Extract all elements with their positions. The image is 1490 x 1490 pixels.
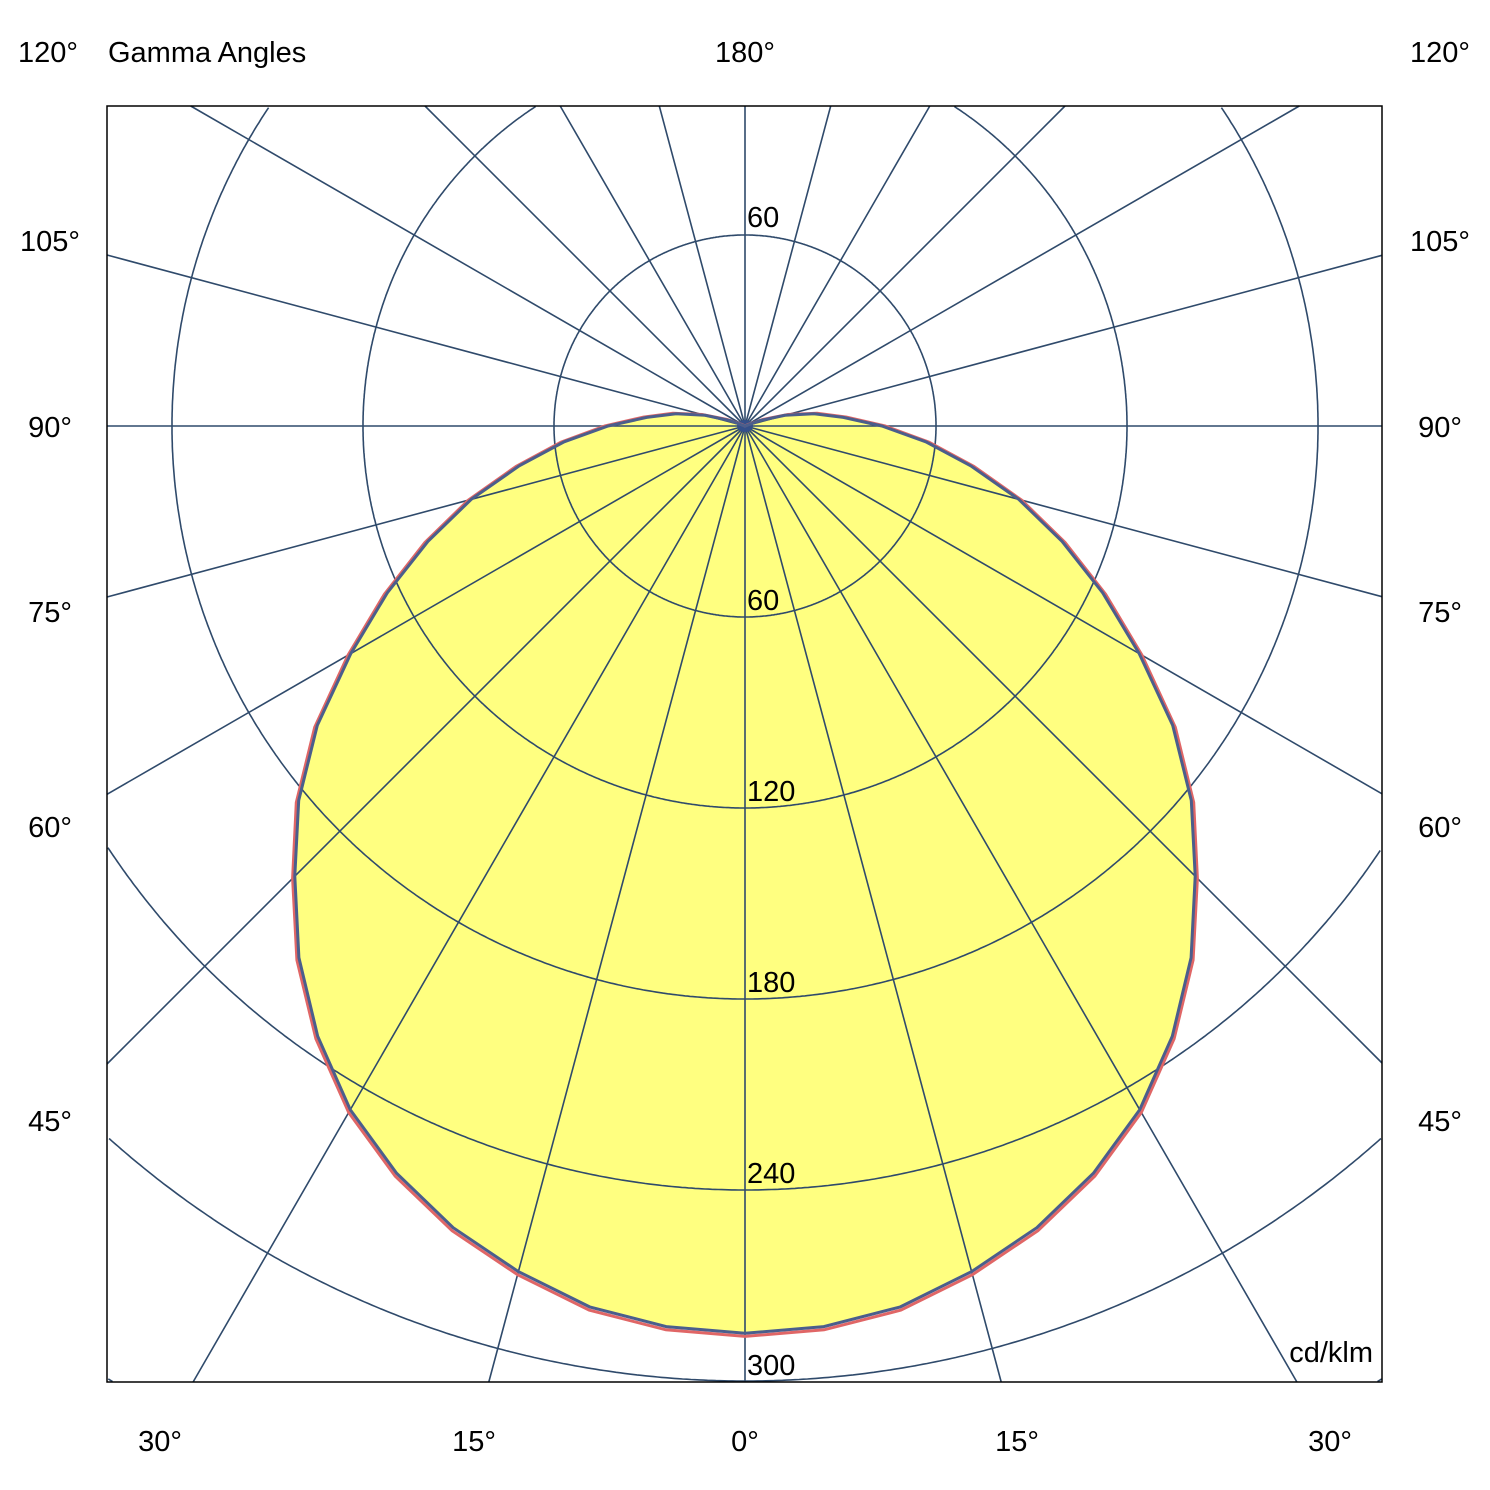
- plot-frame: [106, 105, 1383, 1383]
- gamma-grid-line: [658, 105, 746, 427]
- gamma-grid-line: [744, 425, 1298, 1383]
- gamma-grid-line: [744, 105, 931, 427]
- chart-title: Gamma Angles: [108, 37, 306, 69]
- angle-label-bottom: 15°: [995, 1426, 1039, 1458]
- angle-label-right: 45°: [1418, 1106, 1462, 1138]
- radial-grid-circle: [745, 107, 1319, 1000]
- angle-label-left: 105°: [20, 226, 80, 258]
- radial-tick-label: 120: [747, 776, 795, 808]
- gamma-grid-line: [744, 425, 1383, 795]
- radial-grid-circle: [171, 107, 745, 1000]
- gamma-grid-line: [744, 425, 1002, 1383]
- angle-label-bottom: 15°: [452, 1426, 496, 1458]
- gamma-grid-line: [744, 425, 1383, 1064]
- gamma-grid-line: [106, 254, 746, 427]
- angle-label-left: 75°: [28, 597, 72, 629]
- radial-tick-label: 60: [747, 202, 779, 234]
- angle-label-right: 60°: [1418, 812, 1462, 844]
- gamma-grid-line: [190, 105, 746, 427]
- gamma-grid-line: [559, 105, 746, 427]
- radial-tick-label: 240: [747, 1158, 795, 1190]
- unit-label: cd/klm: [1289, 1337, 1373, 1369]
- gamma-grid-line: [744, 425, 1383, 598]
- angle-label-bottom: 0°: [731, 1426, 759, 1458]
- gamma-grid-line: [106, 425, 746, 598]
- gamma-grid-line: [106, 425, 746, 1065]
- radial-tick-label: 300: [747, 1350, 795, 1382]
- gamma-grid-line: [192, 425, 746, 1383]
- radial-grid-circle: [107, 847, 745, 1191]
- radial-grid-circle: [108, 1137, 745, 1382]
- radial-grid-circle: [745, 1137, 1382, 1382]
- gamma-grid-line: [488, 425, 746, 1383]
- angle-label-top: 180°: [715, 37, 775, 69]
- angle-label-left: 120°: [18, 37, 78, 69]
- gamma-grid-line: [744, 105, 832, 427]
- gamma-grid-line: [744, 105, 1300, 427]
- angle-label-bottom: 30°: [138, 1426, 182, 1458]
- gamma-grid-line: [424, 105, 746, 427]
- angle-label-right: 90°: [1418, 412, 1462, 444]
- angle-label-right: 75°: [1418, 597, 1462, 629]
- angle-label-left: 90°: [28, 412, 72, 444]
- gamma-grid-line: [106, 425, 746, 795]
- radial-grid-circle: [745, 105, 1128, 809]
- intensity-curve-series-2: [293, 412, 1197, 1335]
- angle-label-bottom: 30°: [1308, 1426, 1352, 1458]
- angle-label-right: 105°: [1410, 226, 1470, 258]
- gamma-grid-line: [744, 254, 1383, 427]
- radial-grid-circle: [745, 850, 1381, 1191]
- gamma-grid-line: [744, 105, 1066, 427]
- angle-label-left: 45°: [28, 1106, 72, 1138]
- radial-grid-circle: [107, 1378, 113, 1383]
- radial-tick-label: 180: [747, 967, 795, 999]
- radial-grid-circle: [1377, 1378, 1383, 1383]
- angle-label-left: 60°: [28, 812, 72, 844]
- angle-label-right: 120°: [1410, 37, 1470, 69]
- radial-grid-circle: [362, 105, 745, 809]
- radial-tick-label: 60: [747, 585, 779, 617]
